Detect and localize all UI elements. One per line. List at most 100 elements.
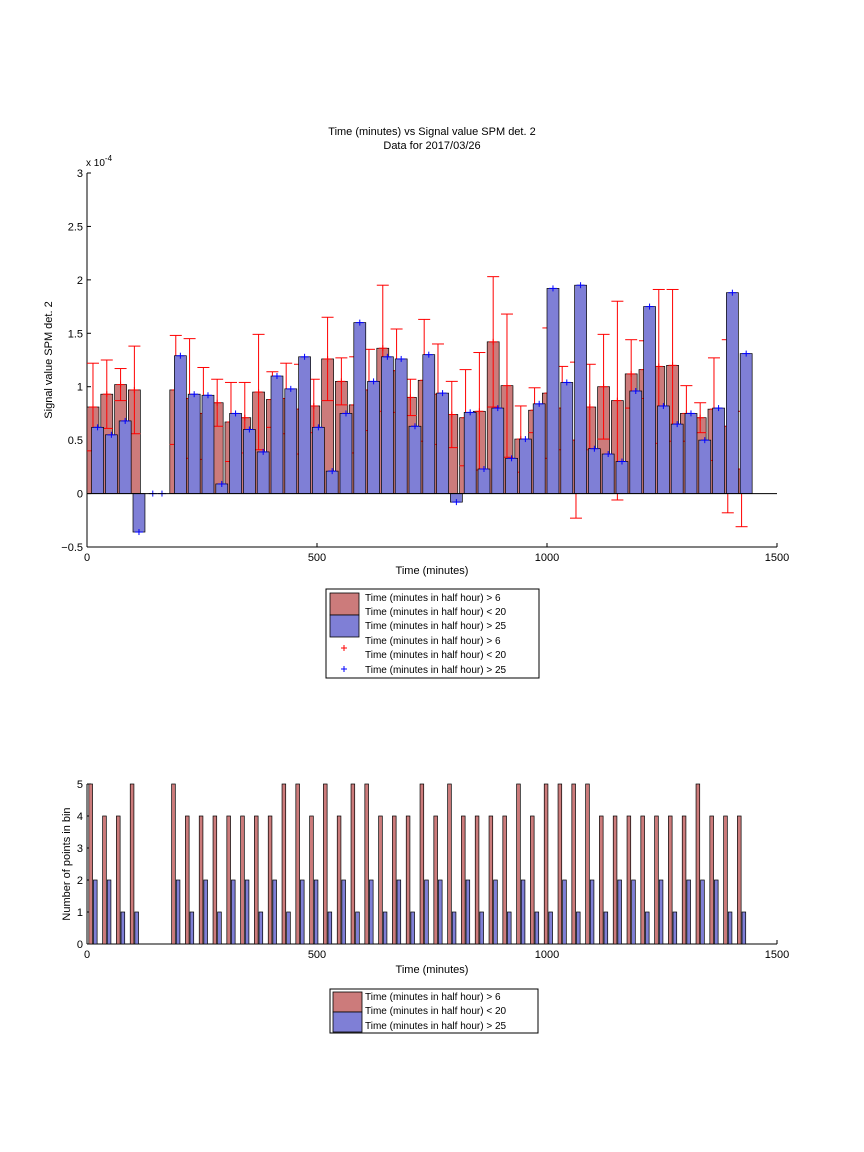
blue-bar xyxy=(355,911,360,945)
blue-bar xyxy=(243,429,256,494)
red-bar xyxy=(267,815,273,945)
blue-bar xyxy=(272,879,277,945)
x-tick-label: 1000 xyxy=(535,552,559,564)
blue-bar xyxy=(658,879,664,945)
blue-bar xyxy=(120,911,126,945)
x-tick-label: 500 xyxy=(308,949,326,961)
blue-bar xyxy=(284,388,298,494)
y-tick-label: 5 xyxy=(77,779,83,791)
red-bar xyxy=(433,815,438,945)
blue-bar xyxy=(741,911,747,945)
red-bar xyxy=(474,815,480,945)
blue-bar xyxy=(229,413,242,494)
red-bar xyxy=(226,815,231,945)
red-bar xyxy=(254,815,259,945)
red-bar xyxy=(212,815,218,945)
top-chart-xlabel: Time (minutes) xyxy=(396,565,469,577)
blue-bar xyxy=(560,382,574,494)
bottom-legend-entry: Time (minutes in half hour) > 25 xyxy=(365,1021,507,1032)
bottom-legend-box xyxy=(329,988,539,1034)
red-bar xyxy=(681,815,687,945)
x-tick-label: 1000 xyxy=(535,949,559,961)
blue-bar xyxy=(714,879,719,945)
y-tick-label: 0 xyxy=(77,939,83,951)
blue-bar xyxy=(189,911,195,945)
red-bar xyxy=(240,815,245,945)
blue-bar xyxy=(369,879,374,945)
red-bar xyxy=(516,783,521,945)
top-chart-title: Time (minutes) vs Signal value SPM det. … xyxy=(328,126,535,138)
blue-bar xyxy=(463,412,477,494)
y-tick-label: 0.5 xyxy=(68,435,83,447)
blue-bar xyxy=(601,453,615,494)
top-legend-entry: Time (minutes in half hour) > 6 xyxy=(365,636,501,647)
legend-blue-plus-marker xyxy=(341,666,347,672)
blue-bar xyxy=(645,911,650,945)
legend-blue-swatch xyxy=(332,1011,363,1033)
red-bar xyxy=(323,783,328,945)
y-tick-label: 1 xyxy=(77,382,83,394)
top-legend-entry: Time (minutes in half hour) < 20 xyxy=(365,650,507,661)
x-tick-label: 1500 xyxy=(765,552,789,564)
legend-red-swatch xyxy=(332,991,363,1013)
blue-bar xyxy=(588,448,601,494)
y-tick-label: 3 xyxy=(77,168,83,180)
blue-bar xyxy=(686,879,691,945)
blue-bar xyxy=(712,407,725,494)
blue-bar xyxy=(134,911,139,945)
bottom-legend-entry: Time (minutes in half hour) < 20 xyxy=(365,1006,507,1017)
top-chart-ylabel: Signal value SPM det. 2 xyxy=(43,301,55,418)
blue-bar xyxy=(617,879,622,945)
blue-bar xyxy=(574,284,587,494)
y-tick-label: 2 xyxy=(77,875,83,887)
y-tick-label: 4 xyxy=(77,811,83,823)
red-bar xyxy=(502,815,507,945)
bottom-chart: 0 1 2 3 4 5 0 500 1000 1500 Time (minutes) Number… xyxy=(61,779,789,976)
blue-bar xyxy=(187,393,201,494)
red-bar xyxy=(461,815,466,945)
blue-bar xyxy=(396,879,402,945)
blue-bar xyxy=(670,423,684,494)
red-bar xyxy=(309,815,314,945)
blue-bar xyxy=(700,879,705,945)
x-tick-label: 1500 xyxy=(765,949,789,961)
red-bar xyxy=(737,815,742,945)
blue-bar xyxy=(631,879,636,945)
blue-bar xyxy=(298,356,311,494)
blue-bar xyxy=(203,879,208,945)
y-tick-label: 2 xyxy=(77,275,83,287)
x-tick-label: 500 xyxy=(308,552,326,564)
red-bar xyxy=(364,783,369,945)
blue-bar xyxy=(422,354,436,494)
blue-bar xyxy=(201,394,215,494)
red-bar xyxy=(392,815,397,945)
red-bar xyxy=(723,815,728,945)
red-bar xyxy=(599,815,604,945)
bottom-chart-xlabel: Time (minutes) xyxy=(396,964,469,976)
top-chart-exponent-label: x 10-4 xyxy=(86,154,113,169)
blue-bar xyxy=(408,425,422,494)
blue-bar xyxy=(174,355,187,494)
legend-blue-swatch xyxy=(329,614,360,638)
blue-bar xyxy=(175,879,181,945)
blue-bar xyxy=(562,879,567,945)
blue-bar xyxy=(603,911,609,945)
red-bar xyxy=(640,815,645,945)
blue-bar xyxy=(339,413,353,494)
blue-bar xyxy=(382,911,388,945)
blue-bar xyxy=(589,879,595,945)
blue-bar xyxy=(672,911,678,945)
blue-bar xyxy=(300,879,305,945)
red-bar xyxy=(336,815,342,945)
blue-bar xyxy=(546,288,560,494)
blue-bar xyxy=(657,405,670,494)
blue-bar xyxy=(424,879,429,945)
blue-bar xyxy=(217,911,222,945)
x-tick-label: 0 xyxy=(84,949,90,961)
red-bar xyxy=(405,815,411,945)
blue-bar xyxy=(520,879,526,945)
blue-bar xyxy=(479,911,484,945)
red-bar xyxy=(530,815,535,945)
blue-bar xyxy=(436,392,449,494)
blue-bar xyxy=(367,381,380,494)
